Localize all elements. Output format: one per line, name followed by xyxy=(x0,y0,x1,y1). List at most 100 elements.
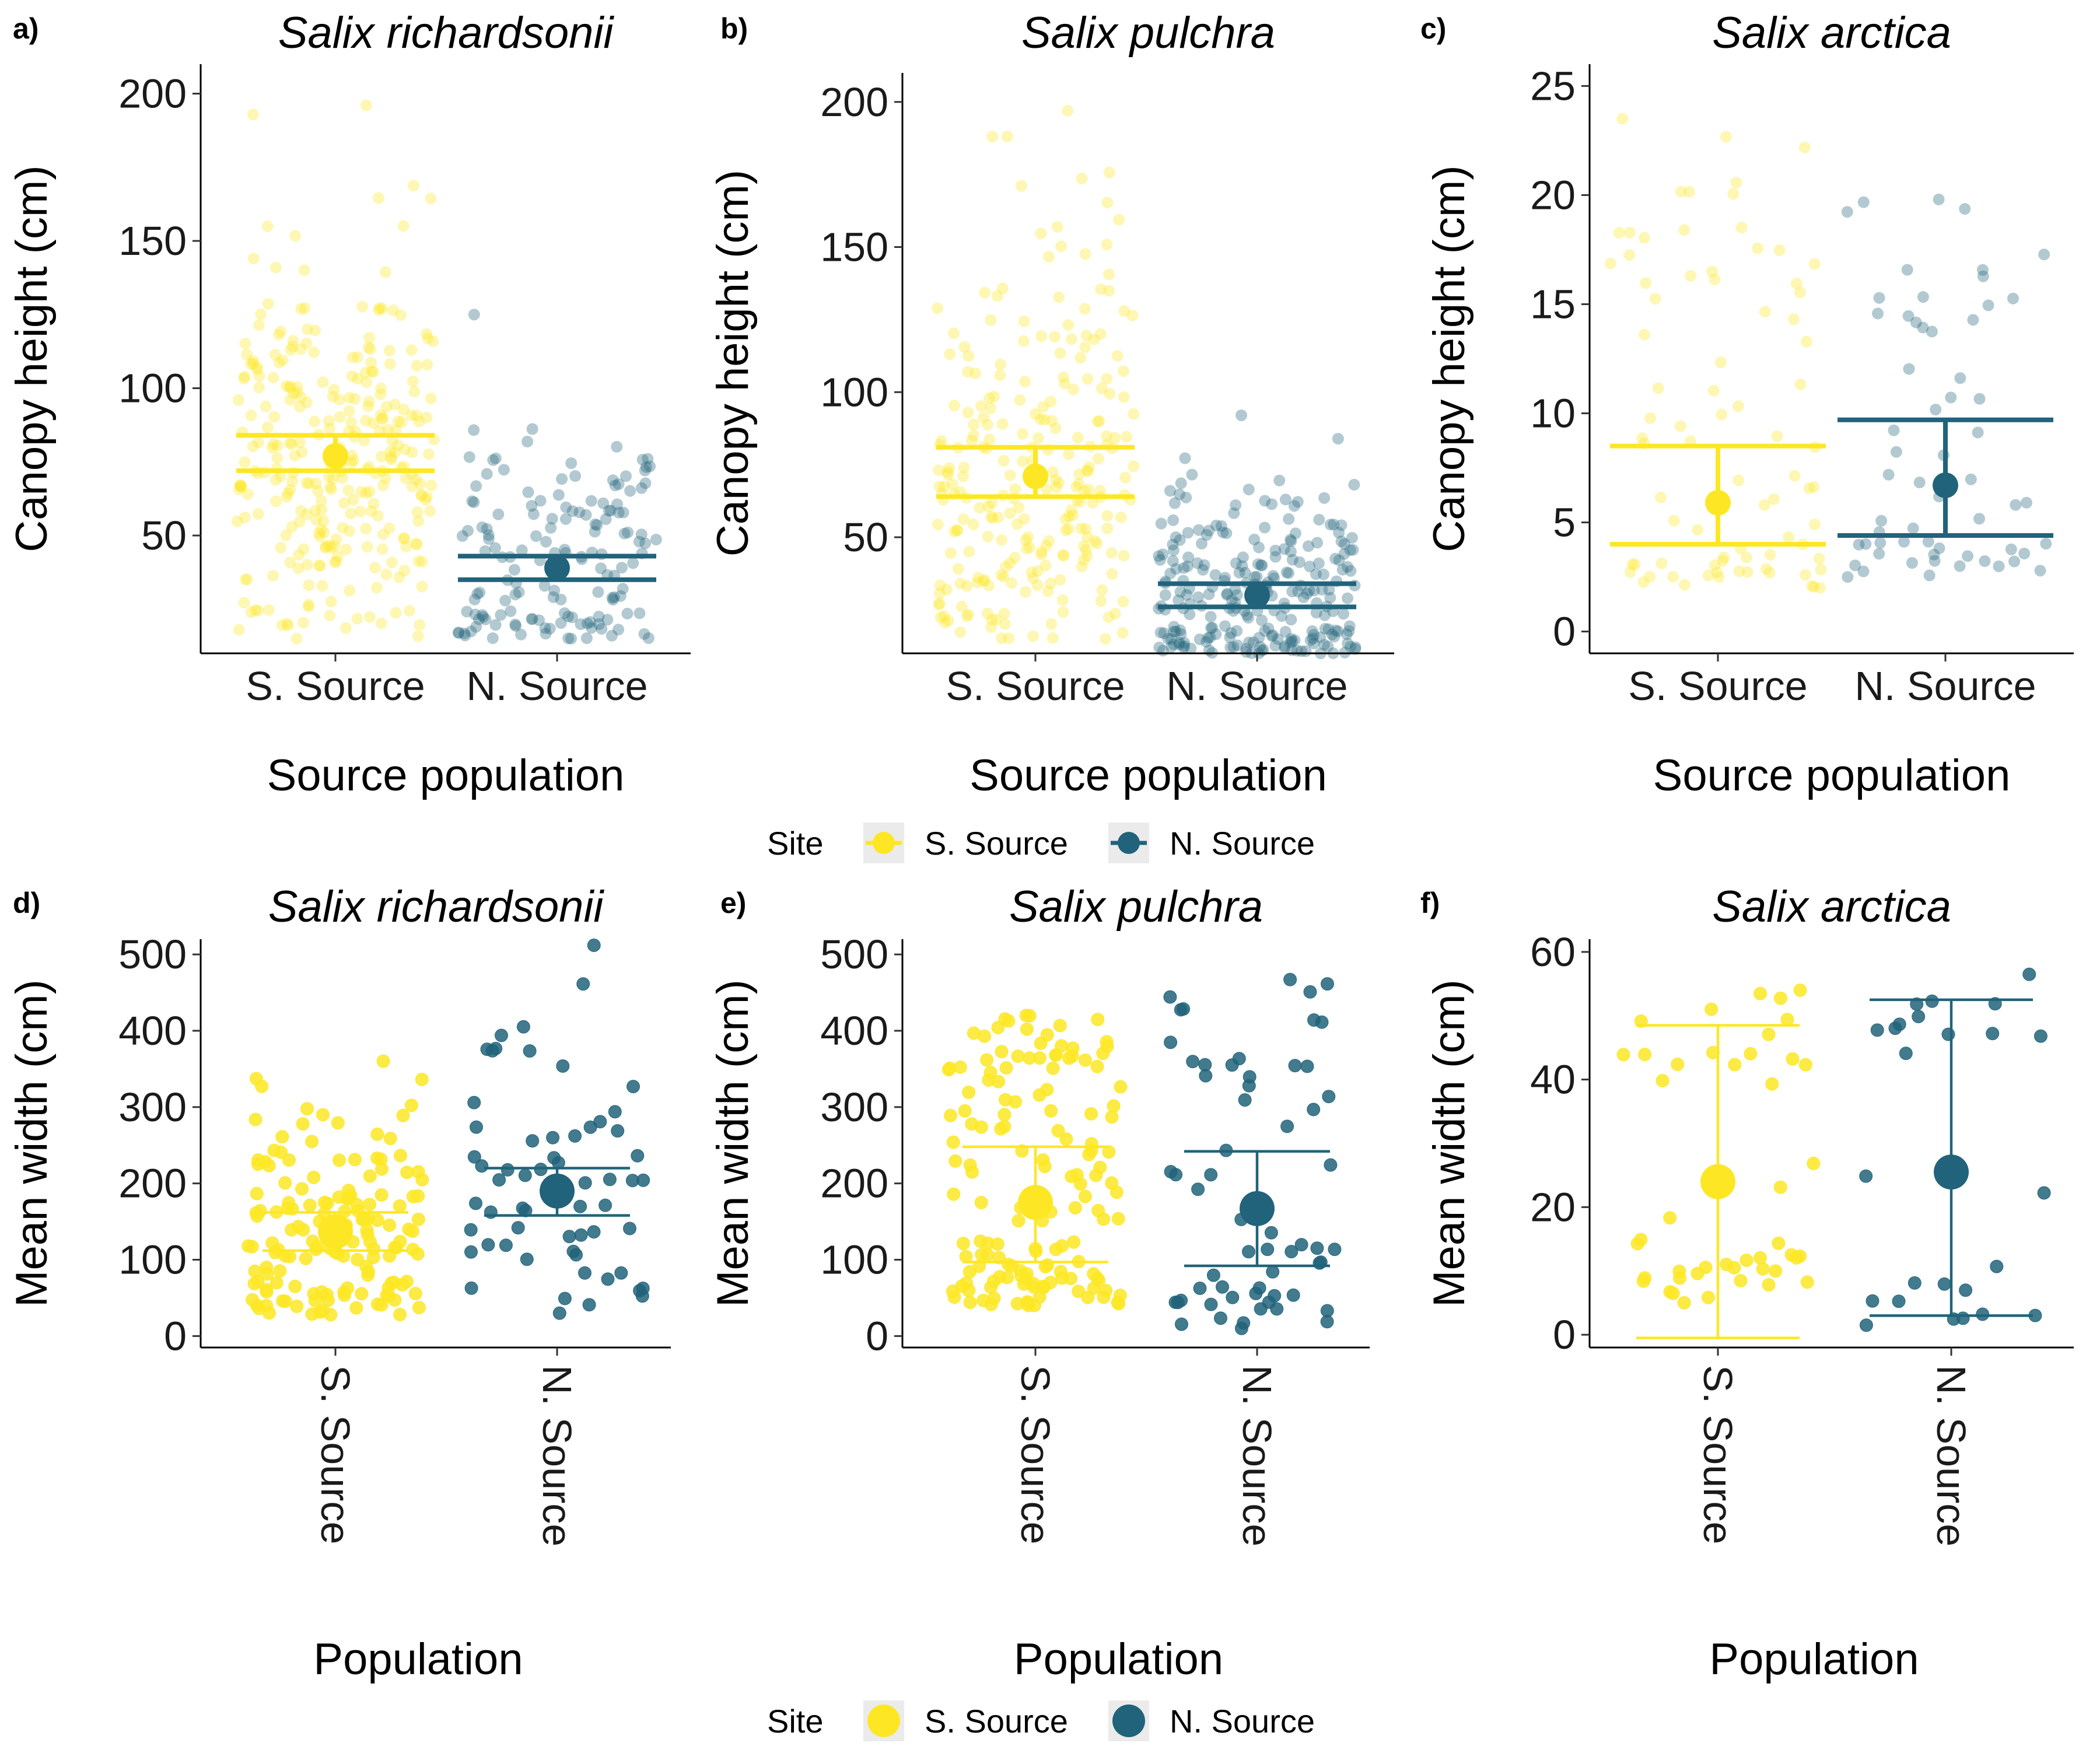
data-point xyxy=(1945,391,1957,404)
data-point xyxy=(1332,433,1344,445)
data-point xyxy=(398,565,411,577)
data-point xyxy=(303,579,315,592)
data-point xyxy=(482,529,495,541)
data-point xyxy=(1004,469,1016,481)
data-point xyxy=(1173,636,1185,649)
y-tick-label: 500 xyxy=(118,932,187,977)
data-point xyxy=(295,505,307,517)
data-point xyxy=(1105,547,1118,559)
data-point xyxy=(310,478,322,489)
data-point xyxy=(1068,383,1080,396)
data-point xyxy=(1064,1272,1078,1286)
data-point xyxy=(1763,566,1776,579)
data-point xyxy=(410,537,422,550)
data-point xyxy=(1067,509,1079,522)
data-point xyxy=(1756,1262,1770,1276)
group-mean xyxy=(1700,1164,1735,1199)
x-tick-label: N. Source xyxy=(466,663,648,709)
data-point xyxy=(560,501,572,513)
data-point xyxy=(1060,524,1072,537)
data-point xyxy=(275,1130,289,1144)
data-point xyxy=(1224,642,1237,653)
data-point xyxy=(1118,305,1130,317)
data-point xyxy=(1084,1107,1098,1121)
data-point xyxy=(1204,1297,1218,1311)
data-point xyxy=(1255,559,1267,571)
data-point xyxy=(1194,634,1206,645)
data-point xyxy=(627,557,639,569)
data-point xyxy=(1118,365,1129,377)
data-point xyxy=(1106,568,1118,580)
data-point xyxy=(272,328,285,341)
data-point xyxy=(569,470,582,482)
data-point xyxy=(1230,499,1242,511)
data-point xyxy=(1173,638,1185,650)
data-point xyxy=(245,358,257,370)
data-point xyxy=(453,626,464,639)
data-point xyxy=(360,523,372,535)
data-point xyxy=(1773,991,1787,1005)
data-point xyxy=(1056,594,1069,606)
data-point xyxy=(234,479,246,491)
data-point xyxy=(1923,569,1936,582)
data-point xyxy=(1200,636,1213,648)
data-point xyxy=(635,528,648,541)
data-point xyxy=(300,337,313,349)
data-point xyxy=(384,446,397,458)
data-point xyxy=(345,457,358,469)
data-point xyxy=(933,597,946,610)
data-point xyxy=(1020,1022,1034,1036)
data-point xyxy=(1096,382,1108,394)
panel-b: b) Salix pulchra 50 100 150 200 S. Source N. So… xyxy=(708,8,1394,800)
data-point xyxy=(1034,413,1046,425)
data-point xyxy=(642,632,654,644)
data-point xyxy=(544,622,556,635)
data-point xyxy=(597,497,610,509)
data-point xyxy=(1030,408,1042,420)
data-point xyxy=(1093,415,1105,427)
data-point xyxy=(489,619,502,631)
data-point xyxy=(321,1293,335,1307)
data-point xyxy=(1324,519,1336,531)
data-point xyxy=(309,415,320,428)
data-point xyxy=(275,326,287,338)
data-point xyxy=(425,192,437,205)
data-point xyxy=(421,359,433,371)
data-point xyxy=(239,573,251,586)
data-point xyxy=(1319,609,1331,621)
data-point xyxy=(992,511,1005,523)
data-points xyxy=(942,972,1342,1335)
data-point xyxy=(286,341,299,353)
data-point xyxy=(1714,356,1727,369)
y-axis-title: Canopy height (cm) xyxy=(708,170,758,556)
data-point xyxy=(932,519,944,531)
data-point xyxy=(963,545,975,558)
data-point xyxy=(260,1283,274,1297)
data-point xyxy=(1046,466,1059,478)
data-point xyxy=(1114,1080,1128,1094)
data-point xyxy=(1616,1048,1630,1062)
y-tick-label: 100 xyxy=(820,1237,888,1283)
data-point xyxy=(1702,569,1714,582)
y-tick-label: 50 xyxy=(141,513,187,558)
data-point xyxy=(530,530,542,542)
data-point xyxy=(960,1276,974,1290)
data-point xyxy=(1168,621,1180,633)
data-point xyxy=(1294,1238,1308,1252)
x-axis-title: Population xyxy=(1709,1634,1919,1684)
data-point xyxy=(1349,641,1362,653)
data-point xyxy=(1101,510,1114,522)
data-point xyxy=(274,1145,288,1159)
y-tick-label: 300 xyxy=(820,1084,888,1130)
data-point xyxy=(1224,631,1236,643)
data-point xyxy=(233,624,245,636)
data-point xyxy=(1065,504,1077,516)
group-mean xyxy=(1023,463,1048,489)
data-point xyxy=(1624,226,1636,239)
data-point xyxy=(1269,639,1282,652)
data-point xyxy=(580,509,592,521)
data-point xyxy=(1306,625,1318,637)
data-point xyxy=(947,1290,961,1304)
group-mean xyxy=(1018,1185,1053,1220)
data-point xyxy=(1328,519,1340,531)
